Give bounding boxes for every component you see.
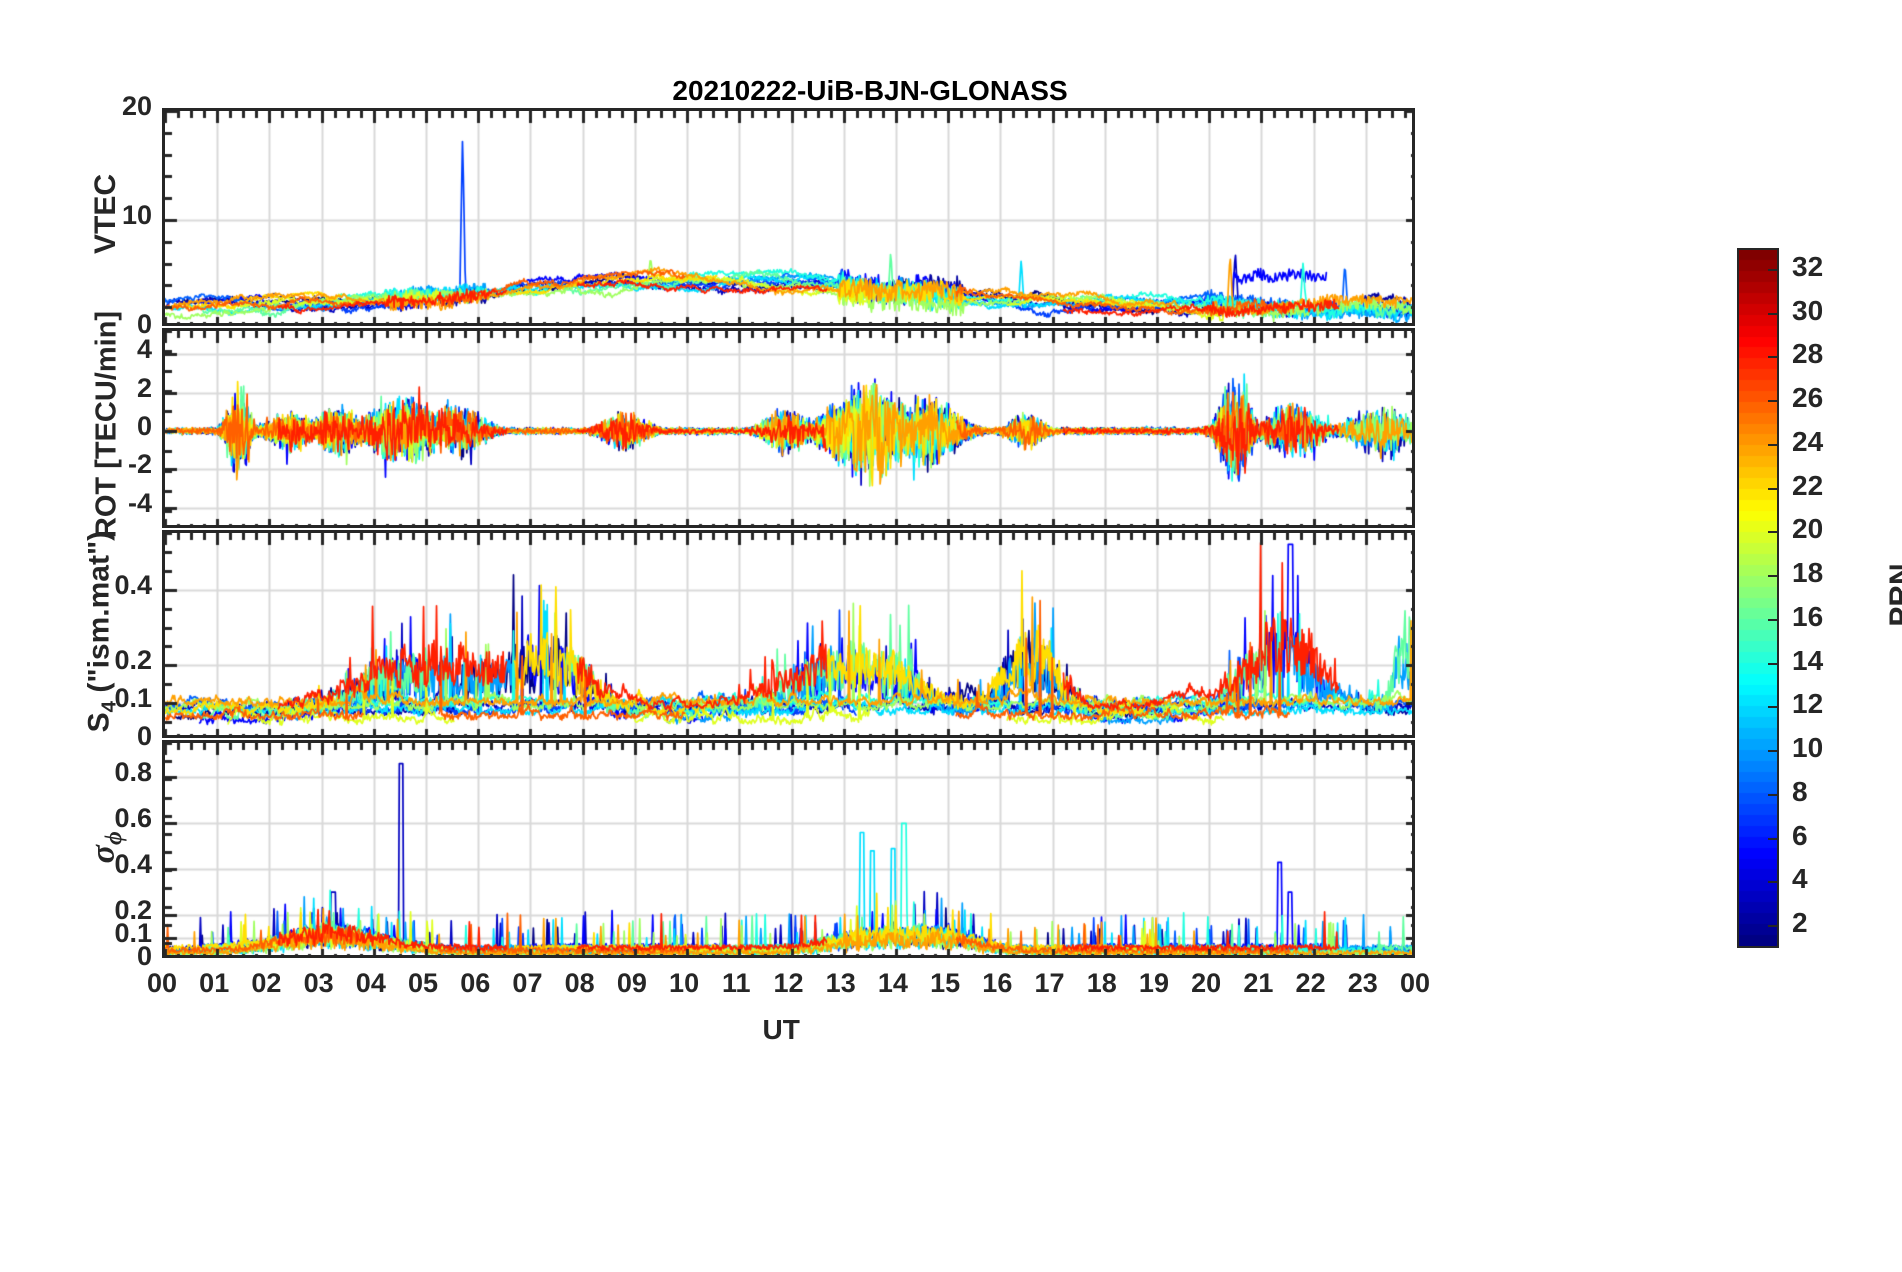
colorbar-tickmark-20 xyxy=(1768,531,1777,534)
ytick-rot-2: 2 xyxy=(136,372,152,403)
xtick-7: 07 xyxy=(512,968,543,998)
ytick-s4-0: 0 xyxy=(136,721,152,751)
colorbar-tickmark-16 xyxy=(1768,618,1777,621)
ytick-sigma-0p6: 0.6 xyxy=(114,803,152,834)
xtick-11: 11 xyxy=(722,968,751,998)
ytick-vtec-20: 20 xyxy=(121,91,152,121)
xtick-10: 10 xyxy=(669,968,700,998)
panel-sigma-phi xyxy=(162,740,1415,958)
xtick-1: 01 xyxy=(199,968,230,998)
colorbar-tick-30: 30 xyxy=(1792,294,1824,326)
xtick-14: 14 xyxy=(877,968,908,998)
ytick-rot-4: 4 xyxy=(136,334,152,365)
ytick-rot-0: 0 xyxy=(136,411,152,441)
colorbar-tickmark-14 xyxy=(1768,662,1777,665)
colorbar-tick-8: 8 xyxy=(1792,775,1808,807)
colorbar-tickmark-2 xyxy=(1768,925,1777,928)
ytick-s4-0p1: 0.1 xyxy=(114,683,152,714)
ytick-sigma-0p8: 0.8 xyxy=(114,757,152,788)
ytick-s4-0p4: 0.4 xyxy=(114,569,152,600)
ytick-vtec-10: 10 xyxy=(121,200,152,230)
panel-rot xyxy=(162,328,1415,528)
ytick-rot-neg4: -4 xyxy=(127,487,152,518)
colorbar-tickmark-32 xyxy=(1768,268,1777,271)
xtick-15: 15 xyxy=(930,968,961,998)
colorbar-tickmark-18 xyxy=(1768,575,1777,578)
xtick-9: 09 xyxy=(616,968,647,998)
colorbar-tickmark-12 xyxy=(1768,706,1777,709)
xtick-6: 06 xyxy=(460,968,491,998)
colorbar-tickmark-6 xyxy=(1768,837,1777,840)
xtick-19: 19 xyxy=(1138,968,1169,998)
page-title: 20210222-UiB-BJN-GLONASS xyxy=(672,75,1068,106)
ytick-sigma-0: 0 xyxy=(136,941,152,971)
colorbar-tick-14: 14 xyxy=(1792,644,1824,676)
ytick-s4-0p2: 0.2 xyxy=(114,645,152,676)
xtick-12: 12 xyxy=(773,968,804,998)
ytick-sigma-0p4: 0.4 xyxy=(114,849,152,880)
panel-vtec xyxy=(162,108,1415,326)
xtick-23: 23 xyxy=(1347,968,1378,998)
colorbar-tick-12: 12 xyxy=(1792,688,1824,720)
ytick-sigma-0p1: 0.1 xyxy=(114,918,152,949)
axis-label-ut: UT xyxy=(762,1014,800,1045)
ytick-sigma-0p2: 0.2 xyxy=(114,895,152,926)
ytick-rot-neg2: -2 xyxy=(127,449,152,480)
colorbar-tick-24: 24 xyxy=(1792,425,1824,457)
xtick-17: 17 xyxy=(1034,968,1065,998)
xtick-13: 13 xyxy=(825,968,856,998)
colorbar-tick-20: 20 xyxy=(1792,513,1824,545)
colorbar-label-prn: PRN xyxy=(1884,563,1902,627)
xtick-0: 00 xyxy=(146,968,178,998)
ytick-vtec-0: 0 xyxy=(136,309,152,339)
colorbar-tickmark-28 xyxy=(1768,356,1777,359)
xtick-5: 05 xyxy=(408,968,439,998)
xtick-21: 21 xyxy=(1243,968,1274,998)
colorbar-tick-4: 4 xyxy=(1792,863,1808,895)
colorbar-tick-18: 18 xyxy=(1792,557,1824,589)
panel-s4 xyxy=(162,530,1415,738)
colorbar-tick-6: 6 xyxy=(1792,819,1808,851)
xtick-16: 16 xyxy=(982,968,1013,998)
xtick-3: 03 xyxy=(303,968,334,998)
xtick-2: 02 xyxy=(251,968,282,998)
colorbar-prn xyxy=(1737,248,1779,948)
xtick-4: 04 xyxy=(355,968,386,998)
colorbar-tick-26: 26 xyxy=(1792,382,1824,414)
xtick-8: 08 xyxy=(564,968,595,998)
colorbar-tick-22: 22 xyxy=(1792,469,1824,501)
colorbar-tickmark-26 xyxy=(1768,400,1777,403)
xtick-24: 00 xyxy=(1399,968,1431,998)
colorbar-tickmark-8 xyxy=(1768,793,1777,796)
colorbar-tickmark-24 xyxy=(1768,443,1777,446)
colorbar-tickmark-4 xyxy=(1768,881,1777,884)
colorbar-tickmark-22 xyxy=(1768,487,1777,490)
xtick-18: 18 xyxy=(1086,968,1117,998)
colorbar-tick-28: 28 xyxy=(1792,338,1824,370)
colorbar-tickmark-10 xyxy=(1768,750,1777,753)
colorbar-tickmark-30 xyxy=(1768,312,1777,315)
colorbar-tick-2: 2 xyxy=(1792,907,1808,939)
xtick-20: 20 xyxy=(1191,968,1222,998)
xtick-22: 22 xyxy=(1295,968,1326,998)
colorbar-tick-16: 16 xyxy=(1792,600,1824,632)
colorbar-tick-32: 32 xyxy=(1792,250,1824,282)
colorbar-tick-10: 10 xyxy=(1792,732,1824,764)
